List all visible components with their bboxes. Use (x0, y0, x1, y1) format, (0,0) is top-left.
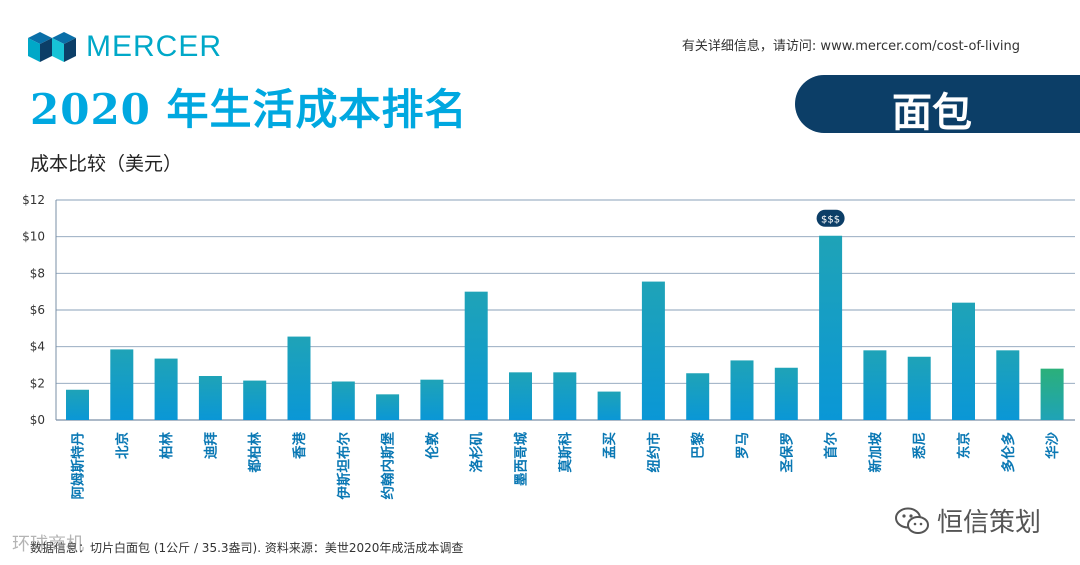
bar (641, 281, 665, 420)
mercer-logo: MERCER (28, 30, 222, 64)
wechat-icon (895, 507, 929, 534)
bar (597, 391, 621, 420)
bar (198, 376, 222, 420)
chart-subtitle: 成本比较（美元） (30, 153, 183, 175)
bar (287, 336, 311, 420)
x-tick-label: 伦敦 (424, 432, 441, 459)
bar (553, 372, 577, 420)
bar (376, 394, 400, 420)
x-tick-label: 香港 (291, 432, 308, 460)
bar (420, 379, 444, 420)
x-tick-label: 北京 (114, 432, 131, 459)
wechat-account-name: 恒信策划 (937, 508, 1042, 538)
bar (243, 380, 267, 420)
x-tick-label: 柏林 (158, 432, 175, 459)
x-tick-label: 迪拜 (202, 432, 219, 459)
bar (1040, 368, 1064, 420)
x-tick-label: 墨西哥城 (513, 432, 530, 486)
category-badge (795, 75, 1080, 133)
bar (863, 350, 887, 420)
y-tick-label: $0 (30, 413, 45, 427)
footnote: 数据信息：切片白面包 (1公斤 / 35.3盎司). 资料来源：美世2020年成… (30, 541, 464, 555)
bar (464, 291, 488, 420)
x-tick-label: 巴黎 (690, 432, 707, 459)
x-tick-label: 首尔 (823, 432, 840, 460)
bar (154, 358, 178, 420)
bar (66, 389, 89, 420)
y-tick-label: $2 (30, 376, 45, 390)
y-tick-label: $4 (30, 340, 45, 354)
bar (331, 381, 355, 420)
bar (730, 360, 754, 420)
category-badge-label: 面包 (892, 89, 972, 136)
x-tick-label: 都柏林 (247, 432, 264, 474)
x-tick-label: 伊斯坦布尔 (335, 432, 352, 501)
x-tick-label: 华沙 (1044, 432, 1061, 460)
x-tick-label: 约翰内斯堡 (380, 432, 397, 500)
x-tick-label: 多伦多 (1000, 432, 1017, 473)
y-tick-label: $6 (30, 303, 45, 317)
x-tick-label: 罗马 (735, 432, 751, 459)
x-tick-label: 新加坡 (867, 432, 884, 473)
page-title: 2020 年生活成本排名 (30, 85, 468, 134)
x-tick-label: 阿姆斯特丹 (70, 432, 87, 500)
y-tick-label: $10 (22, 230, 45, 244)
y-tick-label: $12 (22, 193, 45, 207)
cost-of-living-link[interactable]: 有关详细信息，请访问: www.mercer.com/cost-of-livin… (681, 39, 1020, 54)
bar (819, 235, 843, 420)
bar (907, 356, 931, 420)
bar (952, 302, 975, 420)
wechat-watermark: 恒信策划 (895, 502, 1041, 539)
bar (774, 367, 798, 420)
overlay-watermark: 环球商机 (12, 534, 84, 555)
bar-chart: $0 $2 $4 $6 $8 $10 $12 阿姆斯特丹 北京 柏林 迪拜 都柏林 香港 伊斯坦布尔 约翰内… (22, 193, 1075, 501)
highlight-badge: $$$ (816, 209, 845, 227)
x-tick-label: 圣保罗 (778, 432, 795, 473)
bar (996, 350, 1020, 420)
mercer-logo-icon (28, 32, 76, 62)
highlight-badge-label: $$$ (821, 214, 840, 225)
brand-name: MERCER (86, 30, 223, 63)
x-tick-label: 纽约市 (645, 432, 662, 473)
y-tick-label: $8 (30, 266, 45, 280)
x-tick-label: 悉尼 (911, 432, 928, 460)
x-tick-label: 洛杉矶 (468, 432, 485, 473)
bar (509, 372, 532, 420)
bar (110, 349, 134, 420)
x-tick-label: 东京 (956, 432, 973, 459)
bar (686, 373, 710, 420)
x-tick-label: 莫斯科 (557, 432, 574, 474)
x-tick-label: 孟买 (602, 432, 618, 459)
